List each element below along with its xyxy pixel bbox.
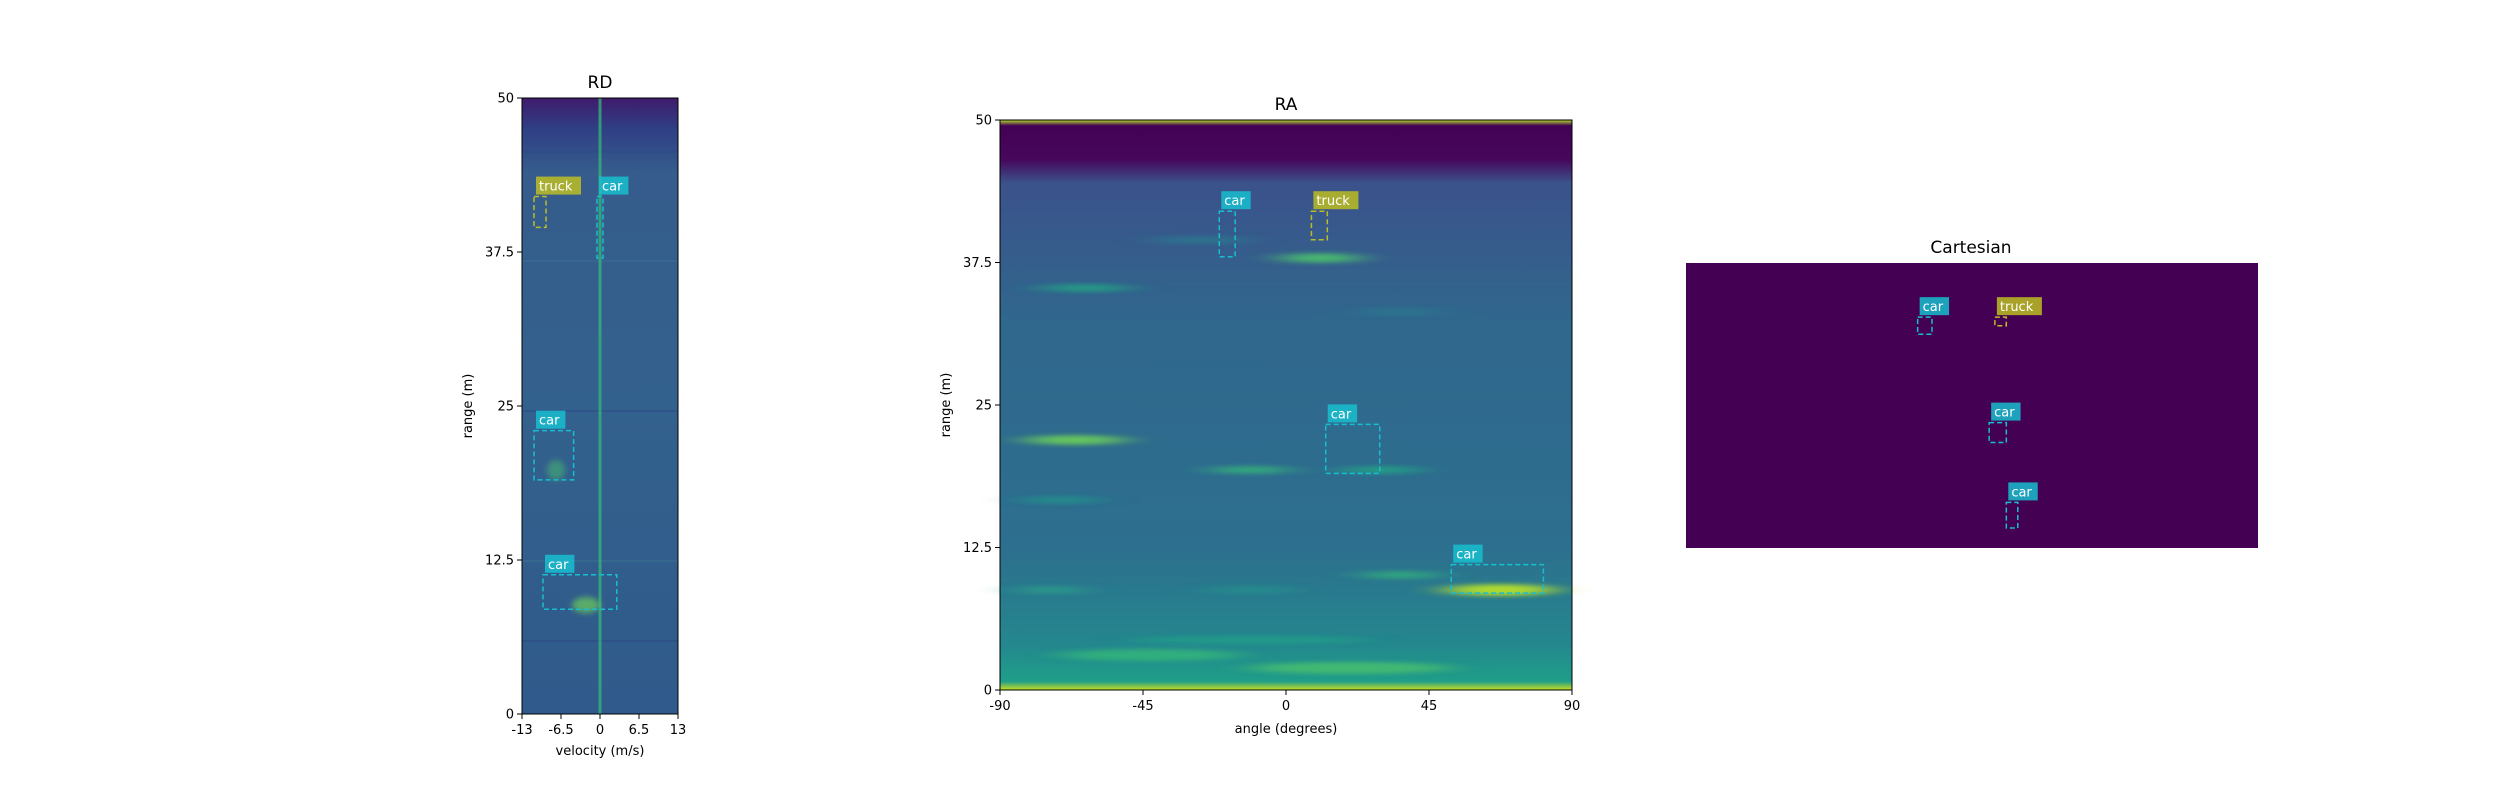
rd-y-tick-label: 0 xyxy=(506,708,514,723)
cartesian-heatmap xyxy=(1686,263,2258,548)
ra-x-tick-label: -90 xyxy=(989,699,1010,714)
ra-x-tick-label: -45 xyxy=(1132,699,1153,714)
rd-x-tick-label: -13 xyxy=(511,723,532,738)
cartesian-detection-label-truck: truck xyxy=(2000,300,2034,315)
rd-x-tick-label: 13 xyxy=(670,723,687,738)
cartesian-detections: car truck car car xyxy=(1916,297,2042,529)
ra-y-tick-label: 37.5 xyxy=(963,256,992,271)
ra-detection-box-truck xyxy=(1310,210,1329,241)
cartesian-panel: Cartesian car truck car car xyxy=(1686,238,2258,548)
ra-x-ticks: -90 -45 0 45 90 xyxy=(989,690,1580,714)
rd-x-tick-label: 0 xyxy=(596,723,604,738)
rd-ylabel: range (m) xyxy=(461,374,476,439)
rd-detection-label-bg xyxy=(536,410,566,429)
rd-xlabel: velocity (m/s) xyxy=(556,744,645,759)
cartesian-detection-label-bg xyxy=(1996,297,2042,316)
ra-x-tick-label: 90 xyxy=(1564,699,1581,714)
ra-detection-label-bg xyxy=(1453,544,1483,563)
rd-hotspot xyxy=(572,597,600,613)
ra-detection-label-bg xyxy=(1327,404,1358,423)
rd-y-tick-label: 25 xyxy=(497,400,514,415)
cartesian-detection-box-truck xyxy=(1994,316,2008,327)
rd-detection-box-car xyxy=(533,429,575,481)
rd-detection-label-car: car xyxy=(539,414,560,429)
rd-detection-box-truck xyxy=(533,195,547,229)
ra-detection-box-car xyxy=(1218,210,1236,258)
rd-detections: truck car car car xyxy=(533,176,629,611)
rd-zero-doppler-line xyxy=(598,98,602,714)
rd-detection-label-bg xyxy=(599,176,629,195)
rd-detection-label-bg xyxy=(545,554,575,573)
cartesian-detection-box-car xyxy=(1988,421,2008,444)
ra-y-tick-label: 50 xyxy=(975,114,992,129)
ra-x-tick-label: 0 xyxy=(1282,699,1290,714)
rd-detection-label-car: car xyxy=(548,558,569,573)
rd-y-tick-label: 12.5 xyxy=(485,554,514,569)
rd-hotspot xyxy=(547,460,565,480)
ra-detections: car truck car car xyxy=(1218,191,1545,594)
ra-detection-label-car: car xyxy=(1456,548,1477,563)
ra-xlabel: angle (degrees) xyxy=(1235,722,1338,737)
rd-x-tick-label: 6.5 xyxy=(629,723,650,738)
ra-title: RA xyxy=(1275,95,1298,115)
cartesian-detection-label-car: car xyxy=(1994,406,2015,421)
ra-detection-label-car: car xyxy=(1331,407,1352,422)
rd-x-ticks: -13 -6.5 0 6.5 13 xyxy=(511,714,686,738)
cartesian-detection-label-car: car xyxy=(1923,300,1944,315)
rd-detection-label-bg xyxy=(536,176,581,195)
ra-y-tick-label: 25 xyxy=(975,399,992,414)
ra-detection-label-truck: truck xyxy=(1316,194,1350,209)
ra-heatmap xyxy=(1000,120,1572,690)
ra-heatmap-streaks xyxy=(1015,236,1555,674)
rd-detection-label-truck: truck xyxy=(539,180,573,195)
ra-x-tick-label: 45 xyxy=(1421,699,1438,714)
cartesian-detection-label-bg xyxy=(1919,297,1950,316)
cartesian-detection-box-car xyxy=(2005,501,2019,529)
ra-detection-label-car: car xyxy=(1224,194,1245,209)
ra-detection-label-bg xyxy=(1221,191,1251,210)
ra-y-tick-label: 12.5 xyxy=(963,541,992,556)
rd-y-ticks: 0 12.5 25 37.5 50 xyxy=(485,92,522,723)
rd-title: RD xyxy=(588,73,613,93)
cartesian-detection-label-bg xyxy=(1991,402,2021,421)
cartesian-detection-label-bg xyxy=(2008,482,2038,501)
ra-detection-box-car xyxy=(1324,423,1381,475)
ra-panel: RA angle (degrees) range (m) -90 -45 0 45 90… xyxy=(939,95,1580,737)
ra-detection-label-bg xyxy=(1313,191,1359,210)
rd-detection-box-car xyxy=(596,195,604,259)
cartesian-detection-label-car: car xyxy=(2011,485,2032,500)
rd-y-tick-label: 50 xyxy=(497,92,514,107)
ra-y-ticks: 0 12.5 25 37.5 50 xyxy=(963,114,1000,699)
cartesian-title: Cartesian xyxy=(1930,238,2011,258)
rd-x-tick-label: -6.5 xyxy=(548,723,573,738)
ra-ylabel: range (m) xyxy=(939,373,954,438)
ra-detection-box-car xyxy=(1450,563,1545,594)
rd-detection-box-car xyxy=(542,574,618,611)
ra-y-tick-label: 0 xyxy=(984,684,992,699)
rd-detection-label-car: car xyxy=(602,180,623,195)
rd-panel: RD velocity (m/s) range (m) -13 -6.5 0 6.5 1… xyxy=(461,73,686,759)
rd-y-tick-label: 37.5 xyxy=(485,246,514,261)
